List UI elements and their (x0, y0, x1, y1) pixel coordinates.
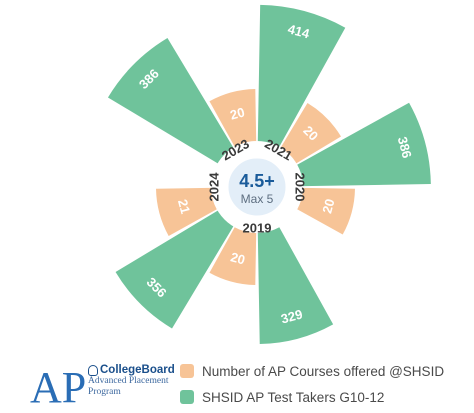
bar-test-takers (107, 37, 237, 167)
legend-item-courses: Number of AP Courses offered @SHSID (180, 360, 444, 382)
collegeboard-name-text: CollegeBoard (100, 364, 175, 376)
center-subtitle: Max 5 (241, 192, 274, 206)
data-label-courses: 20 (319, 197, 337, 215)
footer: AP CollegeBoard Advanced Placement Progr… (0, 350, 474, 413)
bar-test-takers (115, 207, 237, 329)
legend-label-test-takers: SHSID AP Test Takers G10-12 (202, 389, 385, 405)
collegeboard-sub1: Advanced Placement (88, 376, 169, 386)
data-label-courses: 21 (175, 198, 193, 216)
data-label-test-takers: 414 (286, 21, 312, 41)
bar-courses (156, 187, 223, 236)
bar-courses (209, 89, 257, 153)
bar-courses (277, 102, 342, 167)
bar-test-takers (291, 102, 431, 187)
bar-courses (291, 187, 355, 235)
year-label-2024: 2024 (206, 172, 221, 202)
legend-swatch-test-takers (180, 390, 194, 404)
year-label-2019: 2019 (243, 220, 272, 235)
collegeboard-block: CollegeBoard Advanced Placement Program (88, 364, 178, 398)
bar-courses (209, 221, 257, 285)
data-label-test-takers: 329 (279, 306, 304, 326)
year-label-2020: 2020 (293, 173, 308, 202)
legend-item-test-takers: SHSID AP Test Takers G10-12 (180, 386, 444, 408)
bar-test-takers (257, 4, 346, 153)
data-label-test-takers: 386 (395, 135, 415, 160)
ap-logo: AP (30, 363, 86, 408)
data-label-courses: 20 (229, 249, 247, 267)
collegeboard-sub2: Program (88, 387, 121, 397)
legend-swatch-courses (180, 364, 194, 378)
legend-label-courses: Number of AP Courses offered @SHSID (202, 363, 445, 379)
ap-logo-text: AP (30, 363, 86, 408)
data-label-courses: 20 (228, 104, 246, 122)
center-value: 4.5+ (239, 171, 275, 191)
collegeboard-acorn-icon (88, 364, 98, 376)
center-disc (225, 155, 289, 219)
legend: Number of AP Courses offered @SHSID SHSI… (180, 360, 444, 412)
bar-test-takers (257, 221, 334, 345)
collegeboard-name: CollegeBoard (88, 364, 178, 376)
